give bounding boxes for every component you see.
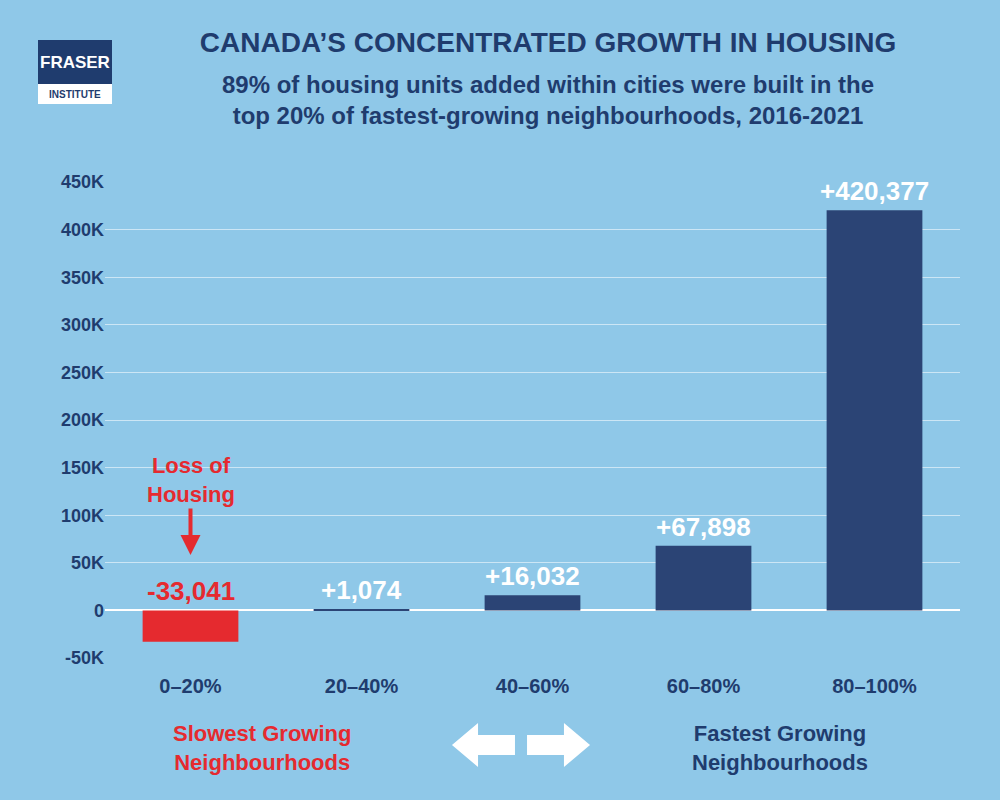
svg-text:40–60%: 40–60% (496, 675, 570, 697)
svg-text:Fastest GrowingNeighbourhoods: Fastest GrowingNeighbourhoods (692, 721, 868, 775)
svg-text:+16,032: +16,032 (485, 561, 580, 591)
svg-text:450K: 450K (61, 172, 104, 192)
svg-text:+1,074: +1,074 (321, 575, 402, 605)
svg-text:20–40%: 20–40% (325, 675, 399, 697)
svg-text:100K: 100K (61, 506, 104, 526)
svg-text:Loss ofHousing: Loss ofHousing (147, 453, 235, 507)
svg-text:-33,041: -33,041 (147, 576, 235, 606)
svg-text:50K: 50K (71, 553, 104, 573)
svg-text:150K: 150K (61, 458, 104, 478)
svg-text:INSTITUTE: INSTITUTE (49, 89, 101, 100)
svg-text:200K: 200K (61, 410, 104, 430)
svg-text:300K: 300K (61, 315, 104, 335)
svg-text:CANADA’S CONCENTRATED GROWTH I: CANADA’S CONCENTRATED GROWTH IN HOUSING (200, 27, 896, 58)
svg-text:+67,898: +67,898 (656, 512, 751, 542)
svg-text:Slowest GrowingNeighbourhoods: Slowest GrowingNeighbourhoods (173, 721, 351, 775)
svg-text:250K: 250K (61, 363, 104, 383)
svg-text:+420,377: +420,377 (820, 176, 929, 206)
svg-text:FRASER: FRASER (40, 53, 110, 72)
svg-text:350K: 350K (61, 268, 104, 288)
svg-text:60–80%: 60–80% (667, 675, 741, 697)
svg-text:0–20%: 0–20% (159, 675, 221, 697)
svg-text:89% of housing units added wit: 89% of housing units added within cities… (222, 71, 874, 129)
svg-text:-50K: -50K (65, 648, 104, 668)
svg-text:400K: 400K (61, 220, 104, 240)
svg-text:80–100%: 80–100% (832, 675, 917, 697)
svg-text:0: 0 (94, 601, 104, 621)
